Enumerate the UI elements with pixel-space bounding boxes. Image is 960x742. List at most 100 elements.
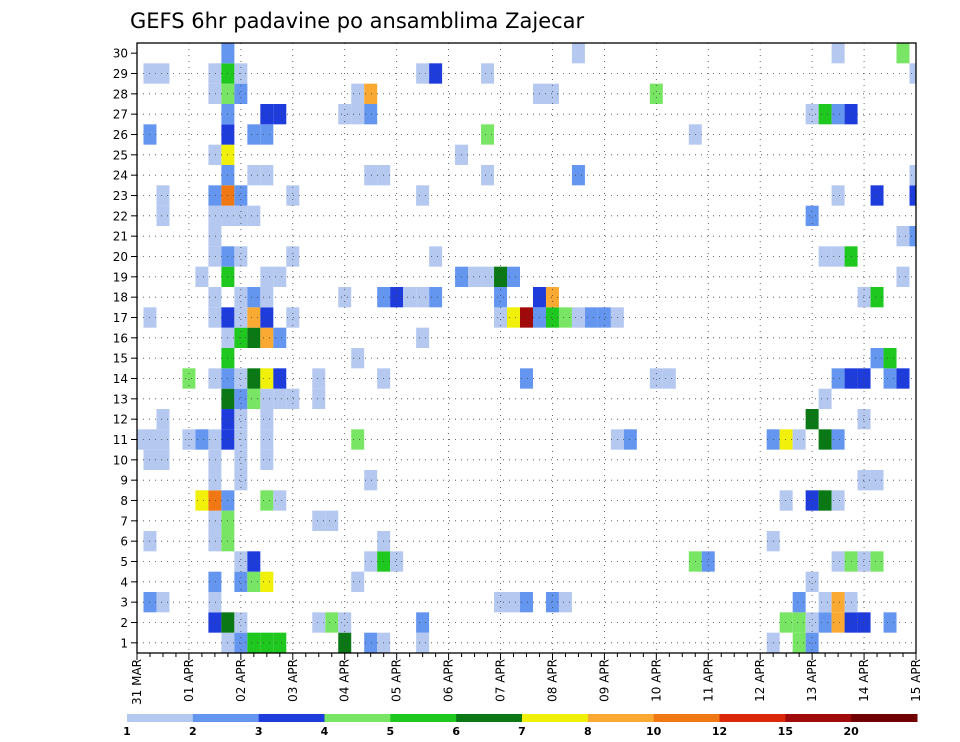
heatmap-cell <box>234 470 248 491</box>
heatmap-cell <box>351 348 365 369</box>
heatmap-cell <box>481 124 495 145</box>
colorbar-label: 1 <box>123 725 131 738</box>
heatmap-cell <box>221 43 235 64</box>
y-tick-label: 18 <box>113 291 128 305</box>
heatmap-cell <box>364 83 378 104</box>
colorbar-swatch <box>587 714 655 722</box>
heatmap-cell <box>831 592 845 613</box>
heatmap-cell <box>494 287 508 308</box>
heatmap-cell <box>208 592 222 613</box>
heatmap-cell <box>883 368 897 389</box>
x-tick-label: 05 APR <box>390 659 404 702</box>
heatmap-cell <box>831 612 845 633</box>
y-tick-label: 29 <box>113 67 128 81</box>
colorbar-swatch <box>851 714 918 722</box>
y-tick-label: 19 <box>113 270 128 284</box>
x-tick-label: 08 APR <box>545 659 559 702</box>
heatmap-cell <box>260 571 274 592</box>
heatmap-cell <box>481 165 495 186</box>
colorbar-label: 5 <box>387 725 395 738</box>
heatmap-cell <box>792 592 806 613</box>
heatmap-cell <box>247 388 261 409</box>
heatmap-cell <box>247 307 261 328</box>
y-tick-label: 17 <box>113 311 128 325</box>
heatmap-cell <box>909 63 916 84</box>
y-axis: 1234567891011121314151617181920212223242… <box>113 47 137 650</box>
heatmap-cell <box>818 429 832 450</box>
colorbar-label: 3 <box>255 725 263 738</box>
heatmap-cell <box>857 368 871 389</box>
heatmap-cell <box>818 490 832 511</box>
colorbar-label: 8 <box>584 725 592 738</box>
x-tick-label: 01 APR <box>182 659 196 702</box>
heatmap-cell <box>234 205 248 226</box>
heatmap-cell <box>662 368 676 389</box>
heatmap-cell <box>208 612 222 633</box>
heatmap-cell <box>156 185 170 206</box>
heatmap-cell <box>468 266 482 287</box>
heatmap-cell <box>351 104 365 125</box>
heatmap-cell <box>909 185 916 206</box>
y-tick-label: 23 <box>113 189 128 203</box>
heatmap-cell <box>208 287 222 308</box>
heatmap-cell <box>195 490 209 511</box>
heatmap-cell <box>416 327 430 348</box>
heatmap-cell <box>260 307 274 328</box>
colorbar-swatch <box>785 714 852 722</box>
heatmap-cell <box>558 592 572 613</box>
heatmap-cell <box>208 246 222 267</box>
heatmap-cell <box>156 429 170 450</box>
x-tick-label: 31 MAR <box>130 659 144 705</box>
heatmap-cell <box>805 205 819 226</box>
chart-title: GEFS 6hr padavine po ansamblima Zajecar <box>130 9 585 33</box>
heatmap-cell <box>520 368 533 389</box>
heatmap-cells <box>137 43 916 653</box>
heatmap-cell <box>260 327 274 348</box>
x-tick-label: 09 APR <box>597 659 611 702</box>
heatmap-cell <box>857 287 871 308</box>
y-tick-label: 20 <box>113 250 128 264</box>
heatmap-cell <box>571 165 585 186</box>
heatmap-cell <box>208 510 222 531</box>
heatmap-cell <box>195 266 209 287</box>
heatmap-cell <box>831 490 845 511</box>
heatmap-cell <box>416 612 430 633</box>
heatmap-cell <box>247 571 261 592</box>
heatmap-cell <box>234 185 248 206</box>
heatmap-cell <box>260 368 274 389</box>
heatmap-cell <box>260 165 274 186</box>
x-tick-label: 04 APR <box>338 659 352 702</box>
heatmap-cell <box>273 490 287 511</box>
heatmap-cell <box>857 551 871 572</box>
heatmap-cell <box>234 287 248 308</box>
heatmap-cell <box>364 104 378 125</box>
y-tick-label: 2 <box>120 616 128 630</box>
y-tick-label: 24 <box>113 169 128 183</box>
colorbar-swatch <box>324 714 391 722</box>
heatmap-cell <box>571 43 585 64</box>
heatmap-cell <box>260 124 274 145</box>
heatmap-cell <box>429 63 443 84</box>
x-tick-label: 03 APR <box>286 659 300 702</box>
heatmap-cell <box>507 266 520 287</box>
heatmap-cell <box>286 246 300 267</box>
y-tick-label: 11 <box>113 433 128 447</box>
y-tick-label: 26 <box>113 128 128 142</box>
heatmap-cell <box>273 104 287 125</box>
heatmap-cell <box>805 632 819 653</box>
heatmap-cell <box>208 83 222 104</box>
heatmap-cell <box>494 266 508 287</box>
heatmap-cell <box>545 307 559 328</box>
heatmap-cell <box>481 266 495 287</box>
x-tick-label: 10 APR <box>649 659 663 702</box>
heatmap-cell <box>137 429 144 450</box>
heatmap-cell <box>312 388 326 409</box>
heatmap-cell <box>247 632 261 653</box>
heatmap-cell <box>208 144 222 165</box>
heatmap-cell <box>208 63 222 84</box>
colorbar-swatch <box>258 714 325 722</box>
heatmap-cell <box>805 104 819 125</box>
heatmap-cell <box>545 83 559 104</box>
heatmap-cell <box>234 571 248 592</box>
heatmap-cell <box>351 429 365 450</box>
